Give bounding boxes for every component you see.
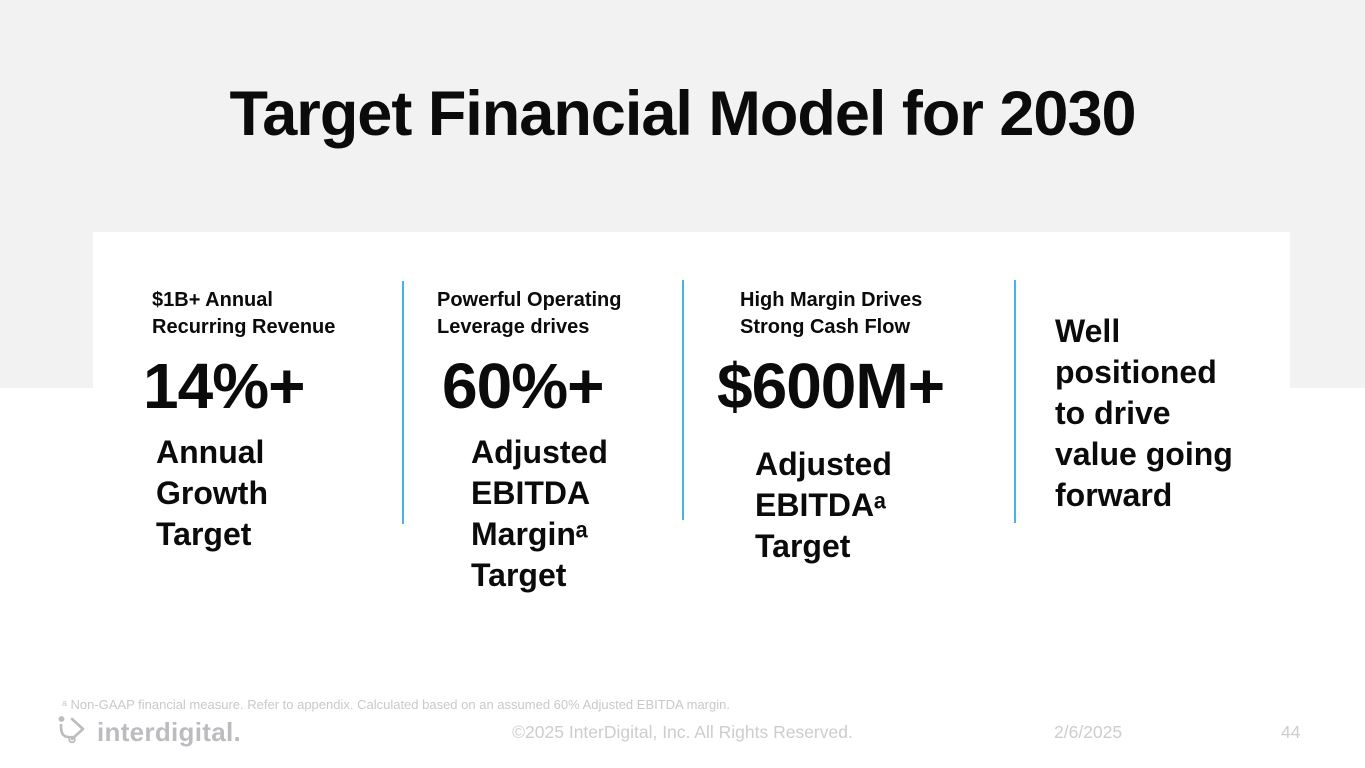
- column3-header: High Margin Drives Strong Cash Flow: [740, 289, 923, 338]
- footnote: ᵃ Non-GAAP financial measure. Refer to a…: [62, 697, 730, 712]
- column2-metric-value: 60%+: [442, 350, 604, 422]
- closing-statement: Well positioned to drive value going for…: [1055, 313, 1233, 513]
- column2-header: Powerful Operating Leverage drives: [437, 289, 622, 338]
- column1-metric-value: 14%+: [143, 350, 305, 422]
- column-divider: [402, 281, 404, 524]
- column-divider: [682, 280, 684, 520]
- page-number: 44: [1281, 722, 1301, 742]
- column2-metric-label: Adjusted EBITDA Marginᵃ Target: [471, 434, 608, 593]
- column1-header: $1B+ Annual Recurring Revenue: [152, 289, 336, 338]
- interdigital-logo-text: interdigital.: [97, 717, 242, 747]
- slide-title: Target Financial Model for 2030: [229, 79, 1136, 149]
- interdigital-logo-icon: [56, 712, 90, 753]
- interdigital-logo: interdigital.: [56, 712, 241, 753]
- slide-date: 2/6/2025: [1054, 722, 1123, 742]
- column3-metric-value: $600M+: [717, 350, 945, 422]
- copyright-text: ©2025 InterDigital, Inc. All Rights Rese…: [512, 722, 853, 742]
- column1-metric-label: Annual Growth Target: [156, 434, 268, 552]
- column-divider: [1014, 280, 1016, 523]
- metrics-card: [93, 232, 1290, 646]
- column3-metric-label: Adjusted EBITDAᵃ Target: [755, 446, 892, 564]
